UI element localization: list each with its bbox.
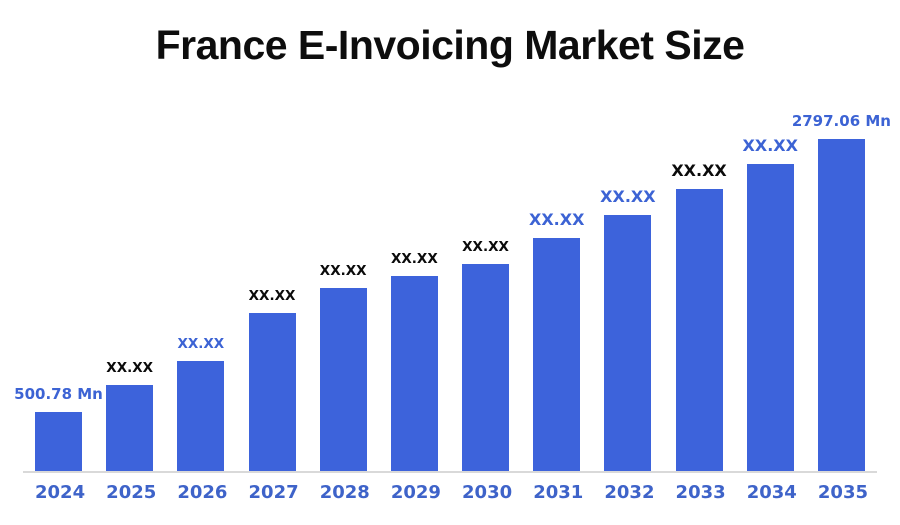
bar-value-label: XX.XX <box>248 287 296 304</box>
bar-plot-area: 500.78 Mn XX.XX XX.XX XX.XX XX.XX XX.XX XX.XX X… <box>14 114 891 472</box>
chart-title: France E-Invoicing Market Size <box>155 22 745 68</box>
bar <box>177 361 225 472</box>
bar <box>533 238 581 472</box>
x-axis-line <box>23 471 877 473</box>
bar-value-label: XX.XX <box>742 136 798 155</box>
bar-group-2026: XX.XX <box>177 335 225 472</box>
bar <box>746 164 794 472</box>
bar-value-label: XX.XX <box>671 161 727 180</box>
bar-value-label: XX.XX <box>319 262 367 279</box>
bar-group-2024: 500.78 Mn <box>14 387 103 472</box>
x-tick-label: 2026 <box>177 482 228 503</box>
x-axis-tick-labels: 2024 2025 2026 2027 2028 2029 2030 2031 2032 2033… <box>35 482 868 503</box>
bar-value-label: 500.78 Mn <box>14 385 103 403</box>
x-tick-label: 2032 <box>604 482 655 503</box>
bar <box>675 189 723 472</box>
x-tick-label: 2029 <box>390 482 441 503</box>
x-tick-label: 2024 <box>35 482 86 503</box>
x-tick-label: 2030 <box>462 482 513 503</box>
x-tick-label: 2035 <box>817 482 868 503</box>
bar-group-2030: XX.XX <box>462 238 510 472</box>
bar-group-2028: XX.XX <box>319 262 367 472</box>
bar-value-label: XX.XX <box>177 335 225 352</box>
bar-group-2033: XX.XX <box>671 163 727 472</box>
bar-group-2025: XX.XX <box>106 359 154 472</box>
bar <box>390 276 438 472</box>
bar <box>604 215 652 472</box>
x-tick-label: 2033 <box>675 482 726 503</box>
bar <box>106 385 154 472</box>
x-tick-label: 2025 <box>106 482 157 503</box>
bar-value-label: 2797.06 Mn <box>791 112 891 130</box>
bar-group-2027: XX.XX <box>248 287 296 472</box>
bar <box>319 288 367 472</box>
bar <box>248 313 296 472</box>
bar <box>35 412 82 472</box>
bar-group-2032: XX.XX <box>600 189 656 472</box>
bar-group-2034: XX.XX <box>743 138 798 472</box>
bar <box>817 139 865 472</box>
bar-value-label: XX.XX <box>529 210 585 229</box>
x-tick-label: 2028 <box>319 482 370 503</box>
bar-value-label: XX.XX <box>600 187 656 206</box>
bar <box>462 264 510 472</box>
x-tick-label: 2027 <box>248 482 299 503</box>
bar-group-2035: 2797.06 Mn <box>792 114 891 472</box>
x-tick-label: 2034 <box>746 482 797 503</box>
bar-group-2031: XX.XX <box>529 212 584 472</box>
bar-value-label: XX.XX <box>462 238 509 255</box>
bar-group-2029: XX.XX <box>390 250 438 472</box>
bar-value-label: XX.XX <box>390 250 438 267</box>
x-tick-label: 2031 <box>533 482 584 503</box>
bar-value-label: XX.XX <box>106 359 154 376</box>
